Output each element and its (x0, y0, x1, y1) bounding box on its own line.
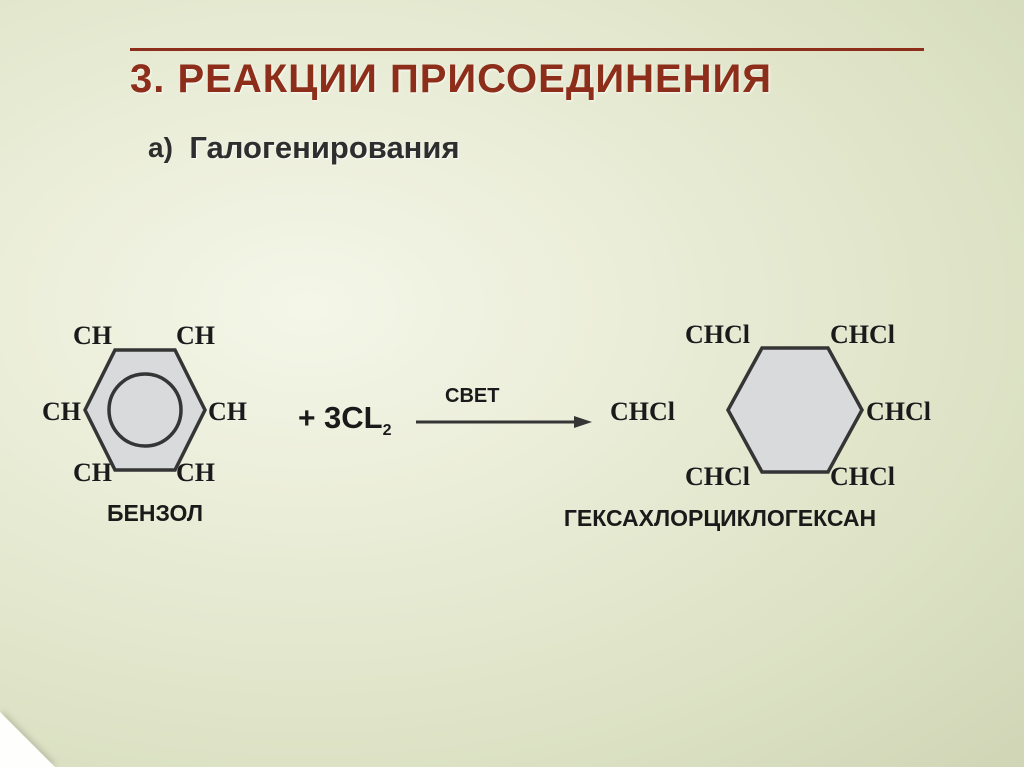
benzene-ring (85, 350, 205, 470)
benzene-name: БЕНЗОЛ (60, 500, 250, 527)
benzene-atom-5: CH (73, 458, 112, 488)
benzene-atom-2: CH (176, 321, 215, 351)
product-molecule: CHCl CHCl CHCl CHCl CHCl CHCl ГЕКСАХЛОРЦ… (700, 330, 890, 510)
product-atom-1: CHCl (685, 320, 750, 350)
benzene-atom-6: CH (42, 397, 81, 427)
slide-title: 3. РЕАКЦИИ ПРИСОЕДИНЕНИЯ (130, 57, 924, 102)
arrow-condition: СВЕТ (445, 385, 499, 408)
product-atom-2: CHCl (830, 320, 895, 350)
subsection-marker: а) (148, 132, 173, 163)
product-atom-6: CHCl (610, 397, 675, 427)
reagent: 3CL2 (324, 400, 391, 440)
benzene-atom-3: CH (208, 397, 247, 427)
benzene-molecule: CH CH CH CH CH CH БЕНЗОЛ (60, 330, 230, 510)
reagent-subscript: 2 (383, 422, 392, 439)
benzene-atom-4: CH (176, 458, 215, 488)
product-atom-5: CHCl (685, 462, 750, 492)
product-name: ГЕКСАХЛОРЦИКЛОГЕКСАН (480, 505, 960, 532)
product-ring (728, 348, 862, 472)
page-curl (0, 712, 55, 767)
title-divider (130, 48, 924, 51)
subtitle-text: Галогенирования (189, 130, 459, 165)
product-atom-3: CHCl (866, 397, 931, 427)
subtitle-row: а) Галогенирования (0, 102, 1024, 166)
product-atom-4: CHCl (830, 462, 895, 492)
reagent-formula: 3CL (324, 400, 383, 435)
plus-sign: + (298, 402, 316, 436)
benzene-atom-1: CH (73, 321, 112, 351)
reaction-arrow (414, 412, 594, 432)
